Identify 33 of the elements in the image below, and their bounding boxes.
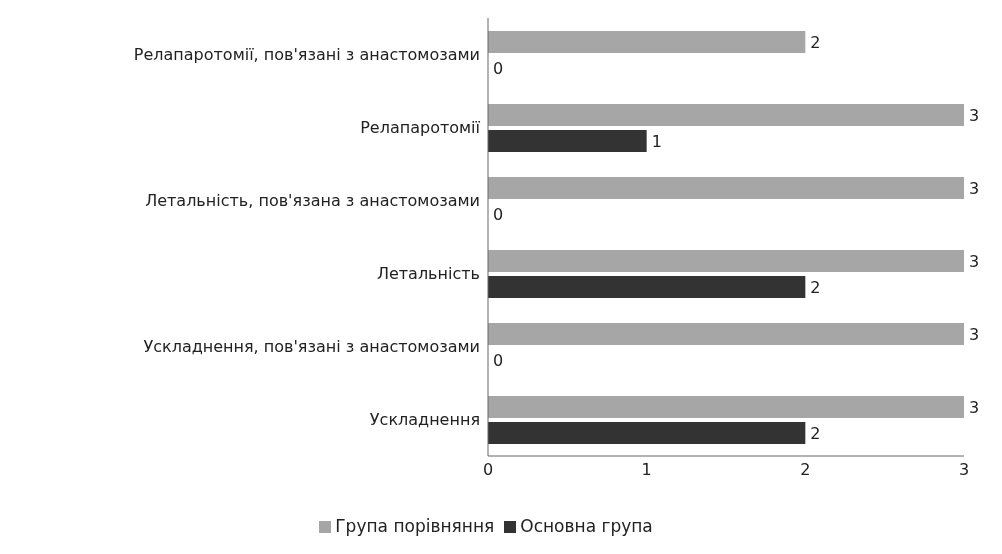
data-label: 2 (810, 277, 821, 297)
data-label: 0 (493, 58, 504, 78)
data-label: 3 (969, 397, 980, 417)
data-label: 0 (493, 350, 504, 370)
bar (488, 422, 806, 444)
bar (488, 130, 647, 152)
data-label: 3 (969, 324, 980, 344)
y-tick-label: Релапаротомії (360, 118, 481, 138)
y-tick-label: Ускладнення, пов'язані з анастомозами (143, 337, 480, 357)
x-tick-label: 1 (641, 460, 652, 480)
bar (488, 323, 964, 345)
data-label: 3 (969, 251, 980, 271)
x-tick-label: 2 (800, 460, 811, 480)
x-tick-label: 3 (958, 460, 970, 480)
y-tick-label: Летальність (376, 264, 480, 284)
y-tick-label: Ускладнення (369, 410, 480, 430)
y-tick-label: Релапаротомії, пов'язані з анастомозами (133, 45, 480, 65)
data-label: 1 (651, 131, 662, 151)
y-tick-label: Летальність, пов'язана з анастомозами (145, 191, 480, 211)
bar (488, 104, 964, 126)
bar (488, 396, 964, 418)
legend-label: Група порівняння (335, 516, 495, 536)
bar (488, 177, 964, 199)
data-label: 2 (810, 32, 821, 52)
legend-label: Основна група (520, 516, 653, 536)
data-label: 2 (810, 423, 821, 443)
bar (488, 276, 806, 298)
data-label: 3 (969, 178, 980, 198)
x-tick-label: 0 (482, 460, 494, 480)
bar (488, 31, 806, 53)
data-label: 3 (969, 105, 980, 125)
data-label: 0 (493, 204, 504, 224)
bar (488, 250, 964, 272)
